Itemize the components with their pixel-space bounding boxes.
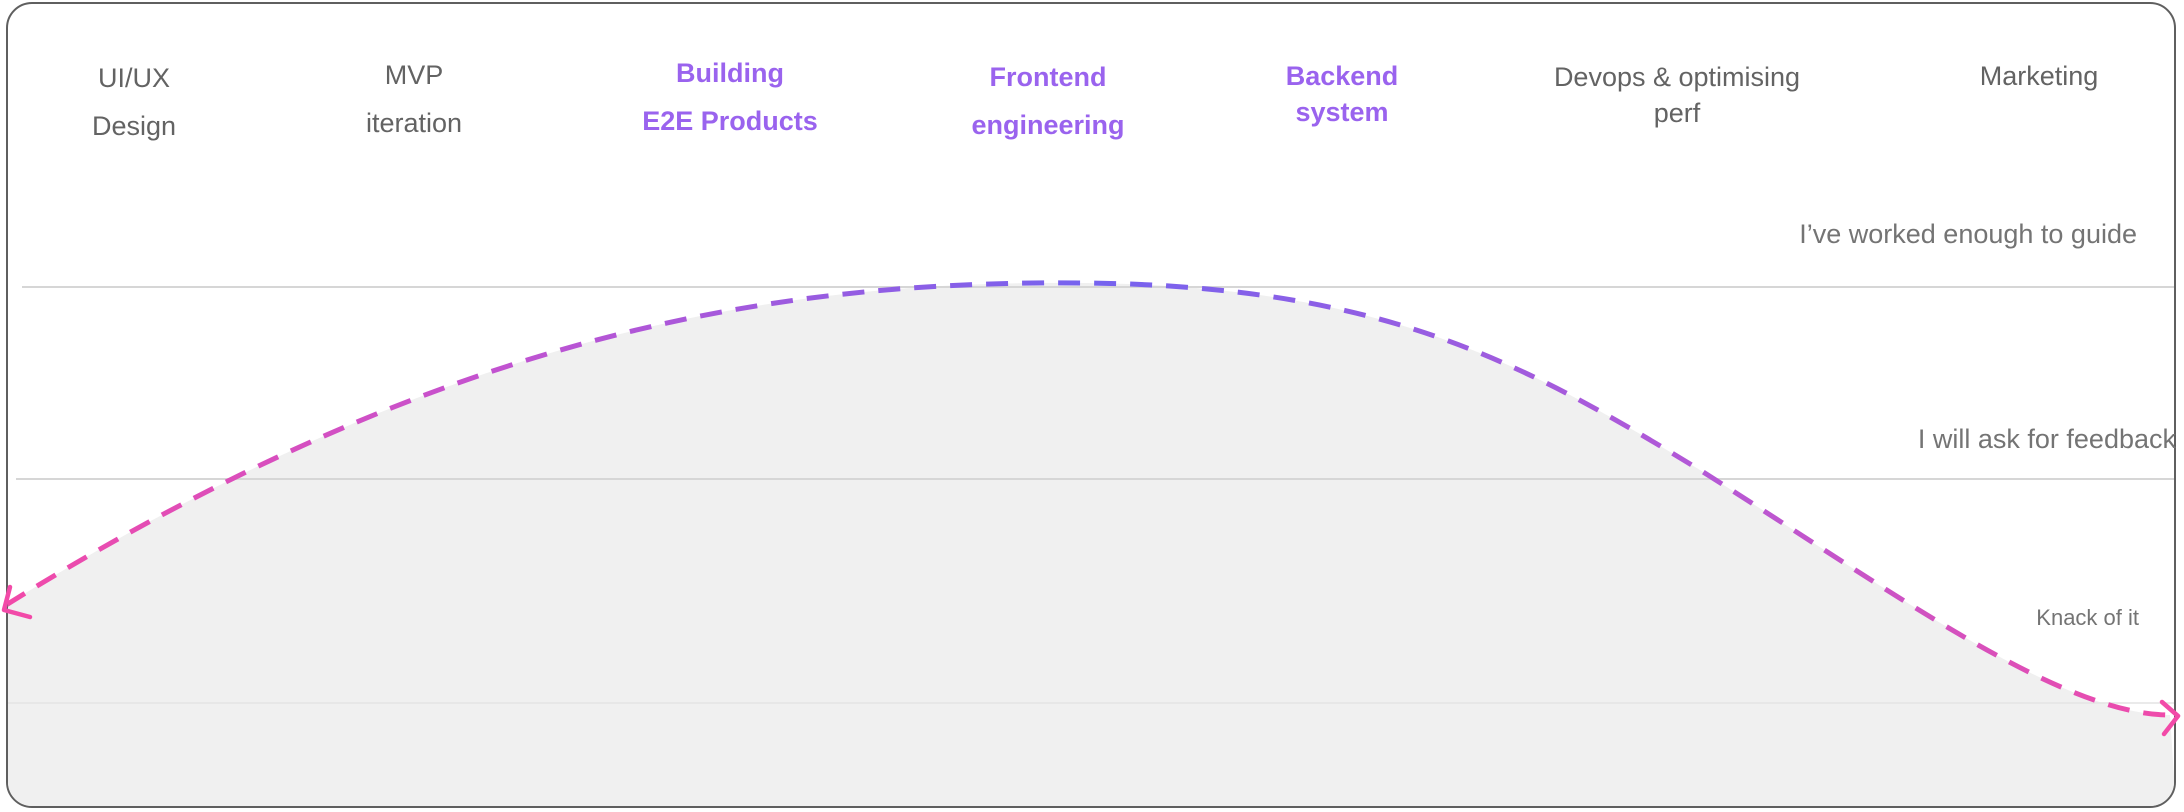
- left-arrow-icon: [1, 584, 33, 620]
- level-label-feedback: I will ask for feedback: [1917, 424, 2176, 454]
- skill-line-1: Frontend: [989, 62, 1107, 92]
- skill-line-1: Backend: [1285, 61, 1399, 91]
- level-label-knack: Knack of it: [2036, 605, 2139, 630]
- proficiency-curve: [8, 280, 2171, 718]
- skill-line-2: perf: [1653, 98, 1701, 128]
- skill-label-frontend: Frontend engineering: [971, 53, 1124, 149]
- right-arrow-icon: [2159, 699, 2181, 737]
- skill-line-1: UI/UX: [97, 63, 171, 93]
- proficiency-area: [8, 282, 2174, 806]
- skill-label-mvp: MVP iteration: [366, 51, 462, 147]
- skill-line-2: iteration: [365, 108, 463, 138]
- skill-label-uiux: UI/UX Design: [92, 54, 176, 150]
- skill-line-2: engineering: [971, 110, 1125, 140]
- skill-line-2: E2E Products: [642, 106, 818, 136]
- skill-line-1: Building: [676, 58, 784, 88]
- skill-line-2: system: [1295, 97, 1389, 127]
- skill-label-marketing: Marketing: [1980, 58, 2099, 94]
- skill-line-2: Design: [91, 111, 177, 141]
- skill-label-backend: Backend system: [1286, 58, 1399, 130]
- skill-line-1: Marketing: [1979, 61, 2099, 91]
- skill-line-1: Devops & optimising: [1553, 62, 1801, 92]
- skill-line-1: MVP: [384, 60, 444, 90]
- skill-label-building: Building E2E Products: [642, 49, 818, 145]
- skill-label-devops: Devops & optimising perf: [1554, 59, 1800, 131]
- level-label-guide: I’ve worked enough to guide: [1799, 219, 2137, 249]
